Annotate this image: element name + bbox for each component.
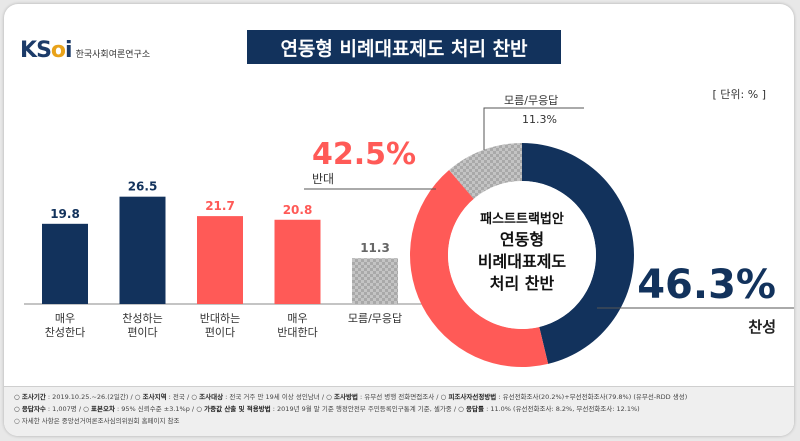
bar-category-label: 반대한다 bbox=[277, 326, 317, 339]
footnote-item: ○ 조사방법 : 유무선 병행 전화면접조사 / bbox=[326, 393, 440, 401]
footnote-key: ○ 표본오차 bbox=[83, 405, 115, 413]
chart-title: 연동형 비례대표제도 처리 찬반 bbox=[247, 30, 561, 64]
bar-반대하는-편이다 bbox=[197, 216, 243, 304]
footnote-item: ○ 응답자수 : 1,007명 / bbox=[14, 405, 83, 413]
footnote-item: ○ 조사대상 : 전국 거주 만 19세 이상 성인남녀 / bbox=[191, 393, 326, 401]
ksoi-logo: KSoi 한국사회여론연구소 bbox=[20, 38, 150, 63]
footnote-key: ○ 응답자수 bbox=[14, 405, 46, 413]
footnote-value: : 유무선 병행 전화면접조사 / bbox=[357, 393, 441, 401]
slice-value-모름: 11.3% bbox=[522, 113, 557, 126]
bar-모름-무응답 bbox=[352, 258, 398, 304]
donut-hole bbox=[448, 181, 596, 329]
footnote-value: : 2019년 9월 말 기준 행정안전부 주민등록인구통계 기준, 셀가중 / bbox=[270, 405, 459, 413]
footnote-key: ○ 조사기간 bbox=[14, 393, 46, 401]
bar-category-label: 매우 bbox=[287, 312, 307, 325]
bar-value-label: 21.7 bbox=[205, 199, 235, 213]
bar-매우-반대한다 bbox=[274, 219, 321, 304]
slice-label-모름: 모름/무응답 bbox=[504, 94, 558, 107]
slice-label-반대: 반대 bbox=[312, 172, 334, 186]
donut-slice-모름-무응답 bbox=[449, 143, 522, 199]
footnote-key: ○ 조사대상 bbox=[191, 393, 224, 401]
leader-line-모름 bbox=[483, 107, 584, 150]
footnote-value: : 전국 / bbox=[166, 393, 192, 401]
bar-매우-찬성한다 bbox=[42, 223, 88, 304]
donut-center-label: 처리 찬반 bbox=[490, 274, 555, 293]
slice-value-찬성: 46.3% bbox=[637, 262, 776, 308]
footnote-value: : 11.0% (유선전화조사: 8.2%, 무선전화조사: 12.1%) bbox=[484, 405, 640, 413]
bar-category-label: 찬성한다 bbox=[45, 325, 85, 339]
footnote-item: ○ 피조사자선정방법 : 유선전화조사(20.2%)+무선전화조사(79.8%)… bbox=[441, 393, 688, 401]
chart-canvas: 19.8매우찬성한다26.5찬성하는편이다21.7반대하는편이다20.8매우반대… bbox=[24, 94, 794, 367]
footnote-value: : 1,007명 / bbox=[45, 405, 84, 413]
bar-category-label: 편이다 bbox=[127, 326, 157, 339]
bar-category-label: 반대하는 bbox=[200, 311, 240, 325]
donut-slice-반대 bbox=[409, 170, 549, 367]
footnote-item: ○ 표본오차 : 95% 신뢰수준 ±3.1%p / bbox=[83, 405, 196, 413]
bar-category-label: 모름/무응답 bbox=[348, 312, 402, 325]
footnote-item: ○ 응답률 : 11.0% (유선전화조사: 8.2%, 무선전화조사: 12.… bbox=[458, 405, 640, 413]
footnote-item: ○ 조사지역 : 전국 / bbox=[135, 393, 191, 401]
donut-center-label: 연동형 bbox=[500, 230, 544, 249]
footnote-key: ○ 가중값 산출 및 적용방법 bbox=[196, 405, 271, 413]
donut-slice-찬성 bbox=[522, 143, 635, 364]
bar-category-label: 매우 bbox=[55, 312, 75, 325]
bar-찬성하는-편이다 bbox=[119, 196, 166, 304]
donut-center-label: 비례대표제도 bbox=[478, 252, 567, 271]
logo-mark: KSoi bbox=[20, 38, 73, 63]
footnote-value: : 95% 신뢰수준 ±3.1%p / bbox=[114, 405, 197, 413]
bar-category-label: 찬성하는 bbox=[122, 311, 162, 325]
footnote-key: ○ 조사지역 bbox=[134, 393, 167, 401]
footnote-value: : 전국 거주 만 19세 이상 성인남녀 / bbox=[223, 393, 327, 401]
survey-footnote: ○ 조사기간 : 2019.10.25.~26.(2일간) / ○ 조사지역 :… bbox=[4, 386, 794, 436]
slice-label-찬성: 찬성 bbox=[748, 318, 776, 336]
bar-category-label: 편이다 bbox=[205, 326, 235, 339]
footnote-item: ○ 가중값 산출 및 적용방법 : 2019년 9월 말 기준 행정안전부 주민… bbox=[196, 405, 458, 413]
footnote-value: : 유선전화조사(20.2%)+무선전화조사(79.8%) (유무선-RDD 생… bbox=[496, 393, 688, 401]
bar-chart: 19.8매우찬성한다26.5찬성하는편이다21.7반대하는편이다20.8매우반대… bbox=[24, 180, 424, 339]
footnote-value: : 2019.10.25.~26.(2일간) / bbox=[45, 393, 135, 401]
org-name: 한국사회여론연구소 bbox=[75, 50, 151, 60]
footnote-item: ○ 조사기간 : 2019.10.25.~26.(2일간) / bbox=[14, 393, 135, 401]
footnote-line-1: ○ 조사기간 : 2019.10.25.~26.(2일간) / ○ 조사지역 :… bbox=[14, 391, 784, 403]
footnote-line-2: ○ 응답자수 : 1,007명 / ○ 표본오차 : 95% 신뢰수준 ±3.1… bbox=[14, 403, 784, 415]
bar-value-label: 26.5 bbox=[128, 180, 158, 194]
slice-value-반대: 42.5% bbox=[312, 137, 416, 172]
donut-center-label: 패스트트랙법안 bbox=[480, 211, 564, 227]
bar-value-label: 20.8 bbox=[283, 203, 313, 217]
footnote-line-3: ○ 자세한 사항은 중앙선거여론조사심의위원회 홈페이지 참조 bbox=[14, 417, 180, 425]
bar-value-label: 11.3 bbox=[360, 241, 390, 255]
footnote-reference: 자세한 사항은 중앙선거여론조사심의위원회 홈페이지 참조 bbox=[21, 417, 180, 425]
footnote-key: ○ 응답률 bbox=[458, 405, 484, 413]
footnote-key: ○ 조사방법 bbox=[326, 393, 358, 401]
infographic-card: KSoi 한국사회여론연구소 연동형 비례대표제도 처리 찬반 [ 단위: % … bbox=[4, 4, 794, 436]
footnote-key: ○ 피조사자선정방법 bbox=[440, 393, 497, 401]
bar-value-label: 19.8 bbox=[50, 207, 80, 221]
unit-label: [ 단위: % ] bbox=[712, 88, 766, 101]
